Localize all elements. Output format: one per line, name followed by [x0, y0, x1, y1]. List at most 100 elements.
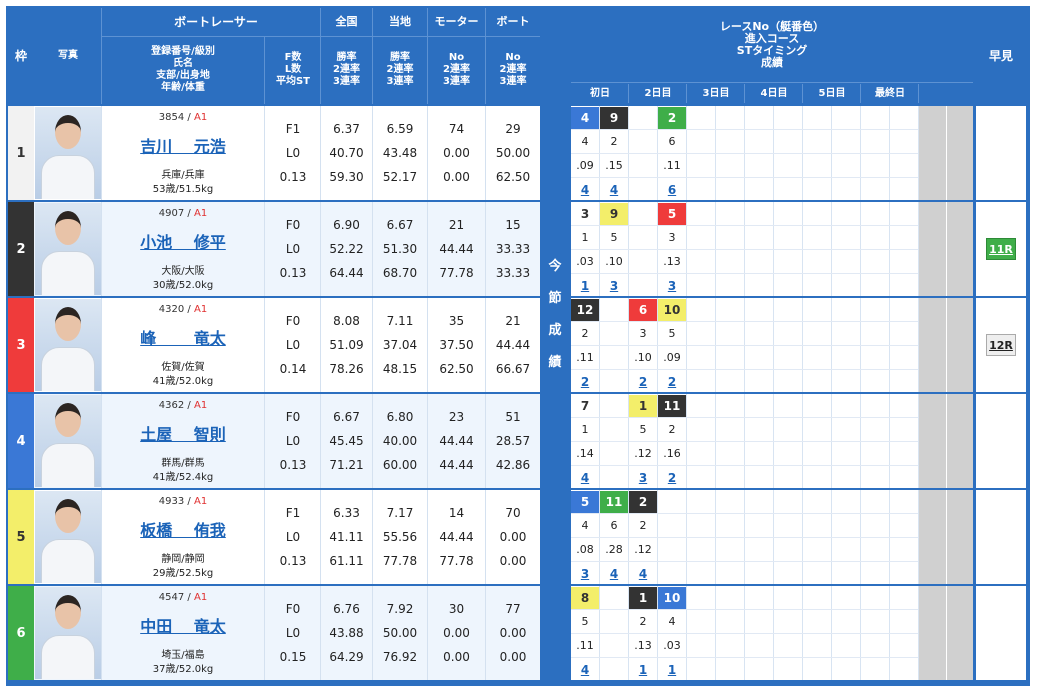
hayami-cell [976, 394, 1026, 488]
result-link[interactable]: 2 [667, 470, 677, 485]
racer-age-weight: 29歳/52.5kg [152, 568, 214, 579]
st-timing: .28 [605, 543, 623, 556]
boat-sub-header-line: No [505, 52, 521, 63]
race-no: 11 [600, 491, 628, 513]
result-link[interactable]: 4 [609, 182, 619, 197]
stat-value: 43.88 [329, 626, 364, 640]
stat-value: 30 [448, 602, 465, 616]
racer-name-link[interactable]: 板橋 侑我 [140, 521, 226, 540]
result-link[interactable]: 2 [667, 374, 677, 389]
result-link[interactable] [658, 563, 686, 584]
stat-value: 37.04 [382, 338, 418, 352]
result-link[interactable] [600, 467, 628, 488]
header-divider [860, 84, 861, 103]
grid-line [571, 633, 918, 634]
stat-value: 71.21 [329, 458, 364, 472]
grid-line [571, 513, 918, 514]
hayami-link[interactable]: 11R [986, 238, 1016, 260]
racer-name-link[interactable]: 峰 竜太 [140, 329, 226, 348]
race-no: 12 [571, 299, 599, 321]
col-divider [485, 202, 486, 296]
photo-jacket [41, 155, 95, 199]
st-timing: .03 [663, 639, 681, 652]
result-link[interactable]: 4 [580, 662, 590, 677]
race-no: 2 [658, 107, 686, 129]
racer-class: A1 [193, 208, 208, 219]
stat-value: 0.15 [279, 650, 307, 664]
hayami-link[interactable]: 12R [986, 334, 1016, 356]
stat-value: 7.92 [386, 602, 414, 616]
reg-number: 4907 [158, 208, 185, 219]
col-divider [485, 394, 486, 488]
result-link[interactable]: 2 [580, 374, 590, 389]
racer-name-link[interactable]: 中田 竜太 [140, 617, 226, 636]
result-link[interactable]: 1 [667, 662, 677, 677]
col-divider [101, 586, 102, 680]
race-info-header-line: 成績 [761, 56, 783, 69]
racer-table: 枠写真 ボートレーサー 登録番号/級別 氏名 支部/出身地 年齢/体重 F数 L数 平均ST 全国… [6, 6, 1030, 686]
course [629, 131, 657, 152]
result-link[interactable]: 6 [667, 182, 677, 197]
result-link[interactable] [629, 179, 657, 200]
result-link[interactable] [629, 275, 657, 296]
st-timing [600, 443, 628, 464]
col-divider [485, 586, 486, 680]
col-divider [485, 298, 486, 392]
header-divider [101, 8, 102, 104]
result-link[interactable]: 1 [638, 662, 648, 677]
result-link[interactable] [600, 371, 628, 392]
stat-value: 77.78 [439, 266, 474, 280]
st-timing: .13 [663, 255, 681, 268]
racer-branch: 大阪/大阪 [161, 266, 205, 277]
stat-value: 21 [505, 314, 521, 328]
result-link[interactable]: 3 [667, 278, 677, 293]
grid-line [571, 609, 918, 610]
st-timing [658, 539, 686, 560]
stat-value: 74 [448, 122, 465, 136]
racer-class: A1 [193, 592, 208, 603]
racer-photo [35, 395, 101, 487]
boat-sub-header-line: 3連率 [499, 76, 527, 87]
racer-name-link[interactable]: 小池 修平 [140, 233, 226, 252]
course: 6 [610, 519, 618, 532]
result-link[interactable]: 1 [580, 278, 590, 293]
st-timing [600, 347, 628, 368]
racer-name-link[interactable]: 吉川 元浩 [140, 137, 226, 156]
course: 5 [639, 423, 647, 436]
result-link[interactable]: 4 [609, 566, 619, 581]
frame-number: 5 [8, 490, 34, 584]
stat-value: 44.44 [439, 434, 474, 448]
course: 5 [610, 231, 618, 244]
stat-value: 52.17 [382, 170, 418, 184]
racer-sub-header-line: 年齢/体重 [161, 82, 205, 93]
photo-jacket [41, 443, 95, 487]
grid-line [918, 490, 919, 584]
course: 2 [581, 327, 589, 340]
result-link[interactable]: 3 [609, 278, 619, 293]
race-no: 3 [571, 203, 599, 225]
result-link[interactable]: 4 [580, 470, 590, 485]
st-timing: .11 [663, 159, 681, 172]
race-info-header-line: レースNo（艇番色） [719, 20, 825, 33]
racer-name-link[interactable]: 土屋 智則 [140, 425, 226, 444]
result-link[interactable]: 3 [638, 470, 648, 485]
konsetsu-column [541, 8, 569, 680]
gray-col [947, 394, 973, 488]
frame-number: 2 [8, 202, 34, 296]
result-link[interactable]: 4 [638, 566, 648, 581]
result-link[interactable]: 3 [580, 566, 590, 581]
stat-value: L0 [285, 626, 301, 640]
header-divider [571, 82, 973, 83]
racer-sub-header-line: 氏名 [173, 58, 193, 69]
konsetsu-char: 節 [548, 291, 562, 306]
motor-header: モーター [434, 15, 479, 28]
result-link[interactable]: 2 [638, 374, 648, 389]
day-header: 3日目 [702, 87, 730, 99]
stat-value: 77.78 [439, 554, 474, 568]
col-divider [264, 586, 265, 680]
result-link[interactable] [600, 659, 628, 680]
race-no: 7 [571, 395, 599, 417]
race-no: 9 [600, 107, 628, 129]
motor-sub-header-line: 2連率 [443, 64, 470, 75]
result-link[interactable]: 4 [580, 182, 590, 197]
